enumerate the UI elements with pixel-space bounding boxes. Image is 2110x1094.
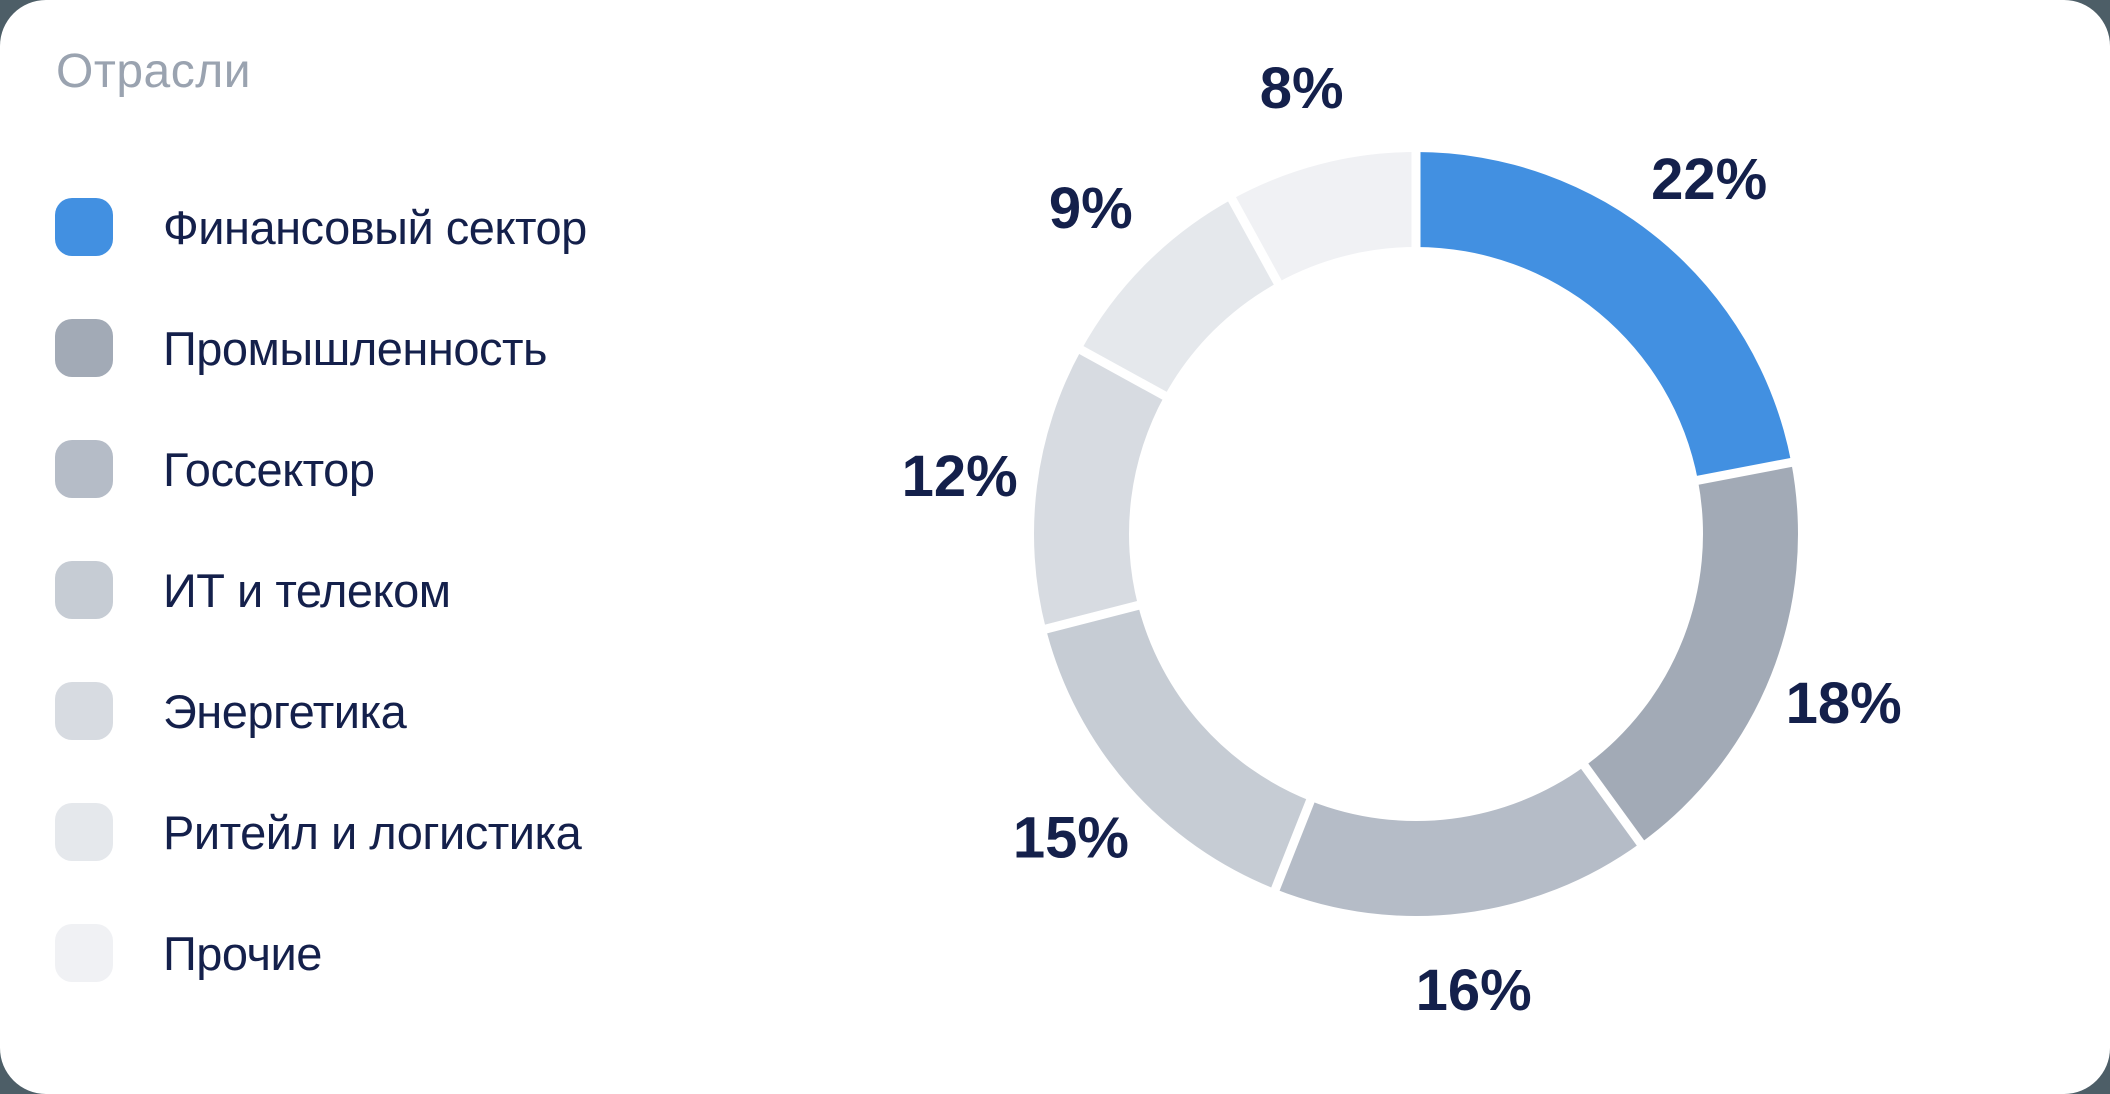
donut-value-label-6: 9% xyxy=(1049,176,1133,241)
donut-value-label-1: 22% xyxy=(1651,147,1767,212)
donut-value-label-3: 16% xyxy=(1416,958,1532,1023)
donut-value-label-4: 15% xyxy=(1013,806,1129,871)
segment-separator xyxy=(1564,740,1659,866)
donut-segment-7[interactable] xyxy=(1231,152,1416,283)
legend-item-4[interactable]: ИТ и телеком xyxy=(55,561,587,619)
legend-label: Ритейл и логистика xyxy=(163,805,582,859)
donut-segment-6[interactable] xyxy=(1081,199,1278,396)
legend-label: Промышленность xyxy=(163,321,548,375)
legend-swatch-icon xyxy=(55,319,113,377)
legend-label: Энергетика xyxy=(163,684,407,738)
segment-separator xyxy=(1216,176,1296,311)
legend-label: Финансовый сектор xyxy=(163,200,587,254)
donut-segment-2[interactable] xyxy=(1584,462,1799,844)
legend-label: ИТ и телеком xyxy=(163,563,451,617)
legend-item-3[interactable]: Госсектор xyxy=(55,440,587,498)
legend-label: Прочие xyxy=(163,926,322,980)
legend-swatch-icon xyxy=(55,198,113,256)
donut-segment-5[interactable] xyxy=(1034,349,1165,629)
donut-value-label-5: 12% xyxy=(902,444,1018,509)
segment-separator xyxy=(1262,772,1326,914)
legend-swatch-icon xyxy=(55,803,113,861)
donut-segment-3[interactable] xyxy=(1275,766,1641,916)
donut-value-label-2: 18% xyxy=(1786,671,1902,736)
legend-item-6[interactable]: Ритейл и логистика xyxy=(55,803,587,861)
legend-item-1[interactable]: Финансовый сектор xyxy=(55,198,587,256)
donut-segment-1[interactable] xyxy=(1416,152,1792,481)
segment-separator xyxy=(1668,453,1816,491)
legend-swatch-icon xyxy=(55,561,113,619)
card-title: Отрасли xyxy=(56,45,252,98)
donut-segment-4[interactable] xyxy=(1046,605,1311,890)
legend-item-7[interactable]: Прочие xyxy=(55,924,587,982)
chart-legend: Финансовый сектор Промышленность Госсектор… xyxy=(55,198,587,982)
legend-swatch-icon xyxy=(55,924,113,982)
donut-value-label-7: 8% xyxy=(1260,56,1344,121)
legend-swatch-icon xyxy=(55,440,113,498)
segment-separator xyxy=(1021,593,1168,640)
legend-item-5[interactable]: Энергетика xyxy=(55,682,587,740)
legend-swatch-icon xyxy=(55,682,113,740)
legend-item-2[interactable]: Промышленность xyxy=(55,319,587,377)
legend-label: Госсектор xyxy=(163,442,375,496)
segment-separator xyxy=(1058,334,1193,414)
